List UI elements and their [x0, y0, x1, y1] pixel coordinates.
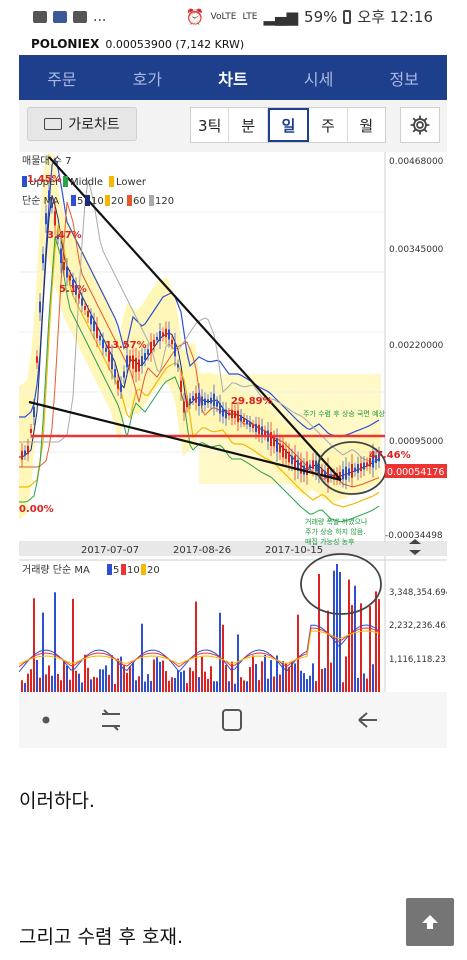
- exchange-name: POLONIEX: [31, 37, 100, 51]
- period-selector: 3틱 분 일 주 월: [190, 107, 386, 143]
- volume-axis-label: 2,232,236.463: [389, 621, 447, 631]
- tab-info[interactable]: 정보: [389, 69, 419, 89]
- vol-ma-20-legend: 20: [147, 565, 160, 576]
- ma-120-legend: 120: [155, 196, 174, 207]
- percent-label: 3.47%: [47, 230, 82, 241]
- ma-legend: 단순 MA: [22, 195, 59, 207]
- percent-label: 5.1%: [59, 284, 87, 295]
- percent-label: 47.46%: [369, 450, 411, 461]
- date-axis-label: 2017-08-26: [173, 545, 231, 556]
- chart-settings-button[interactable]: [400, 107, 440, 143]
- price-axis-label: 0.00095000: [389, 437, 444, 447]
- price-axis-label: -0.00034498: [385, 531, 443, 541]
- annotation-text: 거래량 폭발 하였으나: [305, 517, 368, 526]
- chart-split-handle[interactable]: [409, 539, 421, 555]
- gallery-icon: [33, 10, 47, 23]
- lte-indicator: LTE: [242, 11, 258, 22]
- arrow-up-icon: [422, 915, 438, 929]
- landscape-icon: [44, 118, 63, 130]
- home-icon[interactable]: [222, 709, 242, 731]
- volte-indicator: VoLTE: [210, 11, 237, 22]
- volume-legend: 거래량 단순 MA: [22, 564, 90, 576]
- price-chart[interactable]: 0.00054176 0.00468000 0.00345000 0.00220…: [19, 152, 447, 692]
- vol-ma-10-legend: 10: [127, 565, 140, 576]
- period-minute[interactable]: 분: [229, 108, 268, 142]
- scroll-to-top-button[interactable]: [406, 898, 454, 946]
- status-bar: ... ⏰ VoLTE LTE ▂▄▆ 59% 오후 12:16: [19, 0, 447, 33]
- tab-order[interactable]: 주문: [47, 69, 77, 89]
- percent-label: 13.57%: [105, 340, 147, 351]
- clock: 오후 12:16: [357, 8, 433, 26]
- android-nav-bar: [19, 692, 447, 748]
- post-text-1: 이러하다.: [19, 790, 95, 812]
- chart-toolbar: 가로차트 3틱 분 일 주 월: [19, 100, 447, 152]
- bollinger-upper-legend: Upper: [29, 177, 60, 188]
- percent-label: 29.89%: [231, 396, 273, 407]
- facebook-icon: [53, 10, 67, 23]
- ma-60-legend: 60: [133, 196, 146, 207]
- date-axis-label: 2017-07-07: [81, 545, 139, 556]
- battery-percent: 59%: [304, 7, 338, 26]
- signal-icon: ▂▄▆: [263, 7, 299, 26]
- main-tabs: 주문 호가 차트 시세 정보: [19, 55, 447, 100]
- current-price: 0.00053900 (7,142 KRW): [105, 37, 245, 51]
- period-month[interactable]: 월: [359, 116, 374, 135]
- gear-icon: [410, 115, 430, 135]
- tab-quotes[interactable]: 시세: [303, 69, 334, 89]
- bollinger-middle-legend: Middle: [70, 177, 103, 188]
- date-axis-label: 2017-10-15: [265, 545, 323, 556]
- current-price-tag: 0.00054176: [387, 467, 444, 478]
- bollinger-lower-legend: Lower: [116, 177, 147, 188]
- tab-chart[interactable]: 차트: [218, 69, 248, 89]
- price-axis-label: 0.00220000: [389, 341, 444, 351]
- ma-10-legend: 10: [91, 196, 104, 207]
- back-icon[interactable]: [358, 712, 377, 728]
- message-icon: [73, 10, 87, 23]
- annotation-text: 주가 수렴 후 상승 국면 예상: [303, 409, 386, 418]
- price-axis-label: 0.00468000: [389, 157, 444, 167]
- recent-apps-icon[interactable]: [102, 709, 120, 731]
- volume-axis-label: 3,348,354.694: [389, 588, 447, 598]
- battery-icon: [343, 9, 352, 24]
- more-notifications: ...: [93, 8, 107, 25]
- landscape-chart-label: 가로차트: [68, 117, 120, 133]
- nav-dot-icon[interactable]: [42, 716, 50, 724]
- landscape-chart-button[interactable]: 가로차트: [27, 107, 137, 141]
- vol-ma-5-legend: 5: [113, 565, 119, 576]
- price-bar: POLONIEX 0.00053900 (7,142 KRW): [19, 33, 447, 55]
- volume-axis-label: 1,116,118.231: [389, 655, 447, 665]
- ma-20-legend: 20: [111, 196, 124, 207]
- period-day[interactable]: 일: [267, 108, 310, 142]
- period-tick[interactable]: 3틱: [191, 108, 230, 142]
- annotation-text: 주가 상승 하지 않음.: [305, 527, 365, 536]
- period-week[interactable]: 주: [309, 108, 348, 142]
- percent-label: 1.45%: [27, 174, 62, 185]
- tab-orderbook[interactable]: 호가: [132, 69, 163, 89]
- percent-label: 0.00%: [19, 504, 54, 515]
- ma-5-legend: 5: [77, 196, 83, 207]
- alarm-icon: ⏰: [185, 7, 205, 26]
- price-axis-label: 0.00345000: [389, 245, 444, 255]
- post-text-2: 그리고 수렴 후 호재.: [19, 926, 183, 948]
- annotation-text: 매집 가능성 농후: [305, 537, 355, 546]
- volume-profile-legend: 매물대 수 7: [22, 155, 72, 167]
